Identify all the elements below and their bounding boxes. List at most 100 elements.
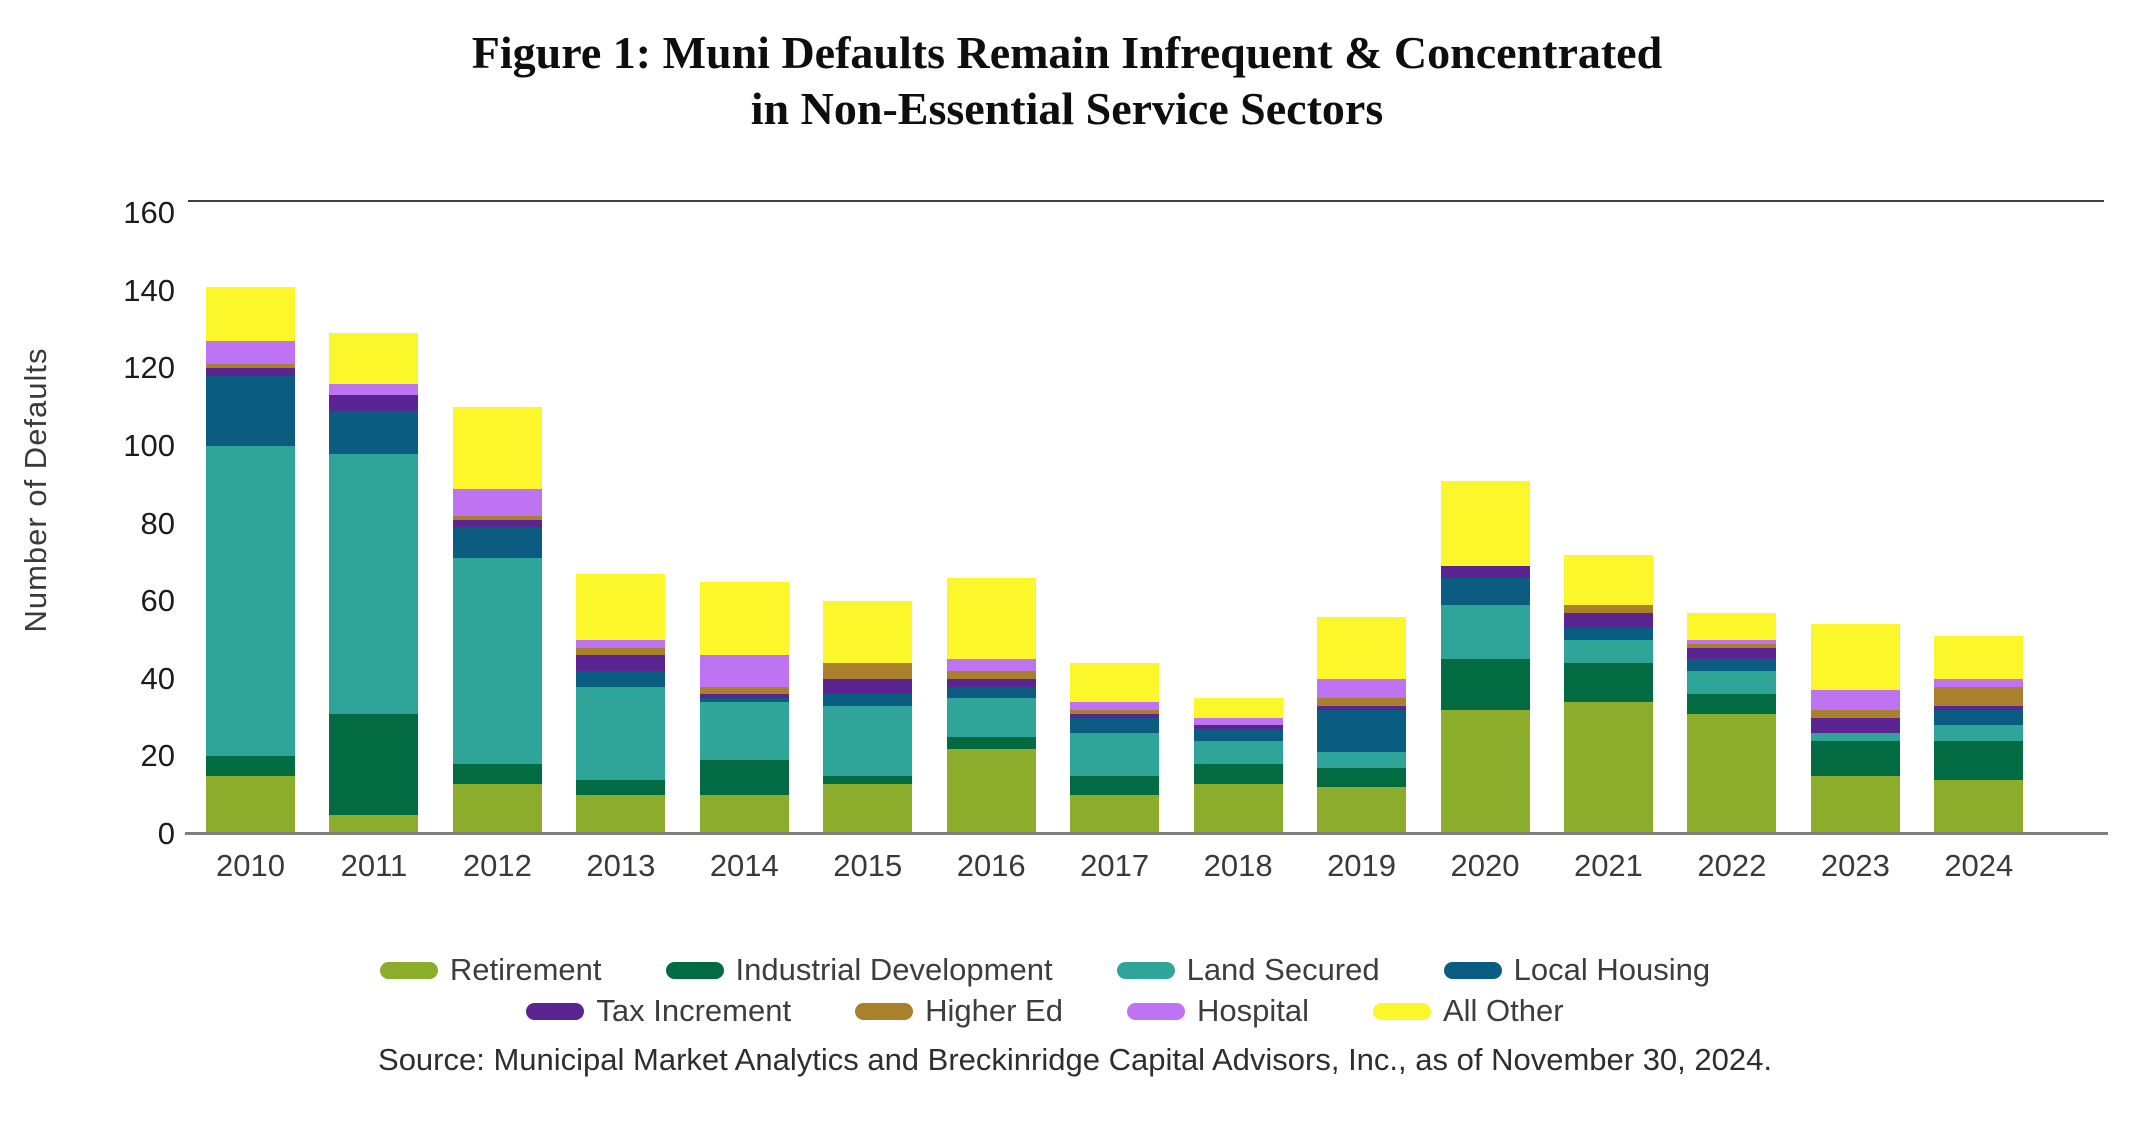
bar-segment-higher-ed (576, 647, 666, 656)
legend-label: All Other (1442, 993, 1564, 1028)
bar-segment-industrial-development (1440, 659, 1530, 710)
bar-segment-all-other (1193, 698, 1283, 718)
y-tick-label: 160 (123, 195, 175, 231)
x-axis-line (185, 832, 2108, 835)
legend-item-local-housing: Local Housing (1443, 952, 1710, 988)
y-tick-label: 20 (140, 738, 175, 774)
bar-segment-land-secured (576, 686, 666, 780)
bar-segment-retirement (1687, 713, 1777, 834)
bar-segment-land-secured (452, 558, 542, 765)
bar-segment-all-other (1934, 636, 2024, 679)
bar-segment-all-other (1810, 624, 1900, 691)
bar-segment-land-secured (1317, 752, 1407, 768)
x-tick-label: 2024 (1944, 848, 2014, 883)
legend-swatch (1372, 1002, 1431, 1020)
bar-segment-local-housing (576, 670, 666, 687)
legend-swatch (379, 961, 438, 979)
bar-segment-industrial-development (452, 764, 542, 784)
bar-segment-local-housing (1934, 709, 2024, 726)
bar-segment-tax-increment (452, 519, 542, 528)
bar-segment-tax-increment (1440, 566, 1530, 578)
bar-segment-all-other (1687, 612, 1777, 640)
legend-row-1: Retirement Industrial Development Land Sec… (0, 952, 2090, 988)
legend-swatch (665, 961, 724, 979)
bar-segment-tax-increment (1687, 647, 1777, 660)
bar-segment-tax-increment (946, 678, 1036, 687)
x-tick-label: 2015 (833, 848, 903, 883)
bar-segment-all-other (329, 333, 419, 384)
x-tick-label: 2012 (462, 848, 532, 883)
bar-segment-industrial-development (1070, 775, 1160, 796)
bar-segment-industrial-development (1934, 740, 2024, 780)
bar-segment-retirement (329, 814, 419, 834)
bar-segment-land-secured (1934, 725, 2024, 741)
bar-segment-hospital (1687, 639, 1777, 644)
bar-segment-hospital (1810, 690, 1900, 710)
bar-segment-local-housing (1687, 659, 1777, 671)
bar-segment-all-other (946, 577, 1036, 660)
legend-row-2: Tax Increment Higher Ed Hospital All Other (0, 993, 2090, 1029)
bar-segment-retirement (1934, 779, 2024, 834)
legend-label: Retirement (449, 952, 602, 987)
bar-segment-all-other (1440, 480, 1530, 567)
legend-label: Land Secured (1186, 952, 1380, 987)
x-tick-label: 2017 (1080, 848, 1150, 883)
bar-segment-industrial-development (1563, 663, 1653, 703)
bar-segment-retirement (576, 795, 666, 834)
bar-segment-hospital (1193, 717, 1283, 726)
legend-label: Hospital (1196, 993, 1309, 1028)
bar-segment-land-secured (206, 445, 295, 757)
bar-segment-higher-ed (452, 515, 542, 520)
bar-segment-all-other (206, 286, 295, 342)
bar-segment-tax-increment (206, 368, 295, 377)
bar-segment-local-housing (1440, 577, 1530, 605)
bar-segment-higher-ed (1317, 698, 1407, 706)
x-tick-label: 2018 (1203, 848, 1273, 883)
bar-segment-hospital (576, 639, 666, 648)
bar-segment-land-secured (1563, 639, 1653, 664)
bar-segment-local-housing (946, 686, 1036, 699)
y-tick-label: 60 (140, 583, 175, 619)
bar-segment-industrial-development (699, 760, 789, 796)
legend-swatch (1126, 1002, 1185, 1020)
bar-segment-retirement (452, 783, 542, 834)
bar-segment-higher-ed (1934, 686, 2024, 706)
legend-swatch (526, 1002, 585, 1020)
legend-item-hospital: Hospital (1126, 993, 1309, 1029)
plot-top-spine (188, 200, 2104, 202)
bar-segment-local-housing (206, 376, 295, 446)
legend-swatch (1116, 961, 1175, 979)
bar-segment-industrial-development (329, 713, 419, 815)
bar-segment-higher-ed (206, 364, 295, 369)
bar-segment-all-other (576, 573, 666, 640)
bar-segment-higher-ed (946, 670, 1036, 679)
bar-segment-local-housing (1193, 729, 1283, 741)
bar-segment-all-other (1563, 554, 1653, 605)
bar-segment-hospital (1317, 678, 1407, 699)
bar-segment-tax-increment (329, 395, 419, 411)
bar-segment-local-housing (329, 410, 419, 454)
bar-segment-industrial-development (823, 775, 913, 784)
bar-segment-industrial-development (1687, 694, 1777, 714)
x-tick-label: 2020 (1450, 848, 1520, 883)
bar-segment-local-housing (699, 698, 789, 703)
bar-segment-land-secured (946, 698, 1036, 737)
y-tick-label: 140 (123, 272, 175, 308)
bar-segment-retirement (1810, 775, 1900, 834)
figure-title-line1: Figure 1: Muni Defaults Remain Infrequen… (471, 27, 1663, 78)
legend-swatch (855, 1002, 914, 1020)
bar-segment-local-housing (1070, 717, 1160, 734)
bar-segment-tax-increment (1810, 717, 1900, 734)
bar-segment-tax-increment (1317, 705, 1407, 710)
x-tick-label: 2014 (709, 848, 779, 883)
x-tick-label: 2021 (1573, 848, 1643, 883)
legend-item-tax-increment: Tax Increment (526, 993, 791, 1029)
legend-item-all-other: All Other (1372, 993, 1564, 1029)
bar-segment-land-secured (1687, 670, 1777, 695)
legend-item-higher-ed: Higher Ed (855, 993, 1063, 1029)
x-tick-label: 2010 (216, 848, 285, 883)
bar-segment-hospital (1934, 678, 2024, 687)
bar-segment-hospital (329, 383, 419, 396)
x-tick-label: 2019 (1327, 848, 1397, 883)
